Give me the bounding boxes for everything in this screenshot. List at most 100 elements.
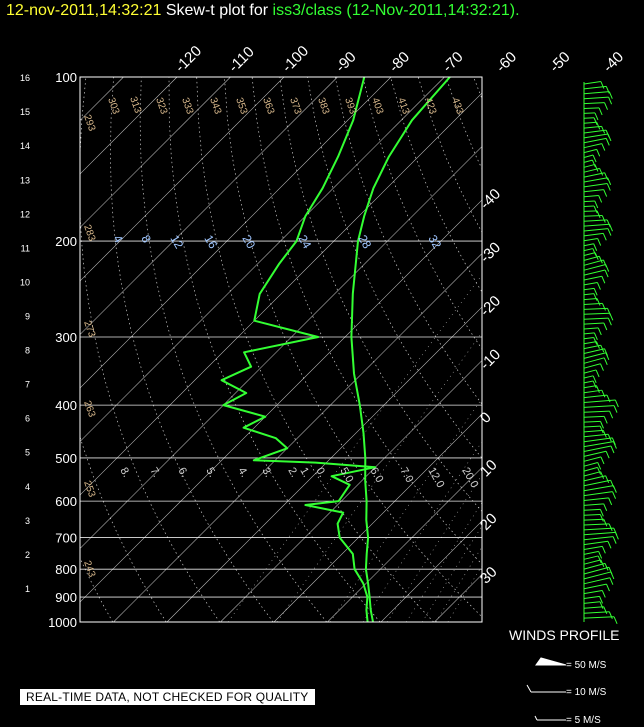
dry-adiabat — [390, 77, 482, 293]
dry-adiabat — [307, 77, 482, 459]
wind-barb-flag — [597, 238, 602, 246]
wind-barb-flag — [603, 606, 608, 614]
wind-barb-flag — [602, 430, 607, 438]
dry-adiabat — [417, 77, 482, 234]
mixing-ratio-line — [447, 565, 482, 622]
moist-adiabat-label: 5. — [203, 466, 218, 480]
mixing-ratio-line — [277, 331, 482, 622]
wind-barb-flag — [594, 200, 599, 209]
right-temperature-label: 20 — [477, 510, 501, 534]
plot-area — [80, 77, 644, 622]
height-tick-label: 4 — [25, 482, 30, 492]
wind-barb-flag — [593, 288, 598, 296]
wind-barb-flag — [610, 445, 615, 454]
wind-barb — [583, 238, 598, 242]
wind-barb-flag — [601, 276, 606, 284]
wind-barb — [583, 275, 602, 281]
wind-barb-flag — [605, 352, 610, 360]
wind-barb — [583, 503, 604, 506]
top-temperature-label: -110 — [225, 43, 257, 75]
wind-barb — [583, 583, 607, 590]
wind-barb-flag — [594, 164, 599, 172]
mixing-ratio-label: 4 — [110, 233, 126, 246]
wind-barb-flag — [605, 86, 610, 94]
wind-barb-flag — [609, 313, 614, 321]
height-tick-label: 8 — [25, 346, 30, 356]
wind-barb-flag — [608, 91, 613, 99]
wind-legend-10: = 10 M/S — [566, 687, 607, 698]
dry-adiabat — [80, 77, 220, 622]
wind-barb-flag — [604, 102, 608, 110]
wind-barb — [583, 293, 594, 296]
wind-barb — [583, 437, 613, 443]
wind-barb — [583, 606, 604, 609]
wind-barb-flag — [609, 410, 614, 419]
wind-barb-flag — [597, 467, 602, 475]
wind-barb — [583, 380, 594, 384]
right-temperature-label: -20 — [477, 292, 504, 319]
wind-barb — [583, 344, 601, 350]
wind-barb-flag — [607, 228, 612, 236]
top-temperature-label: -90 — [332, 48, 359, 75]
wind-barb-flag — [604, 269, 609, 278]
wind-barb-flag — [606, 183, 611, 191]
wind-barb — [583, 352, 606, 359]
dry-adiabat — [473, 77, 482, 100]
wind-barb-flag — [598, 107, 603, 116]
wind-barb-flag — [603, 503, 608, 512]
dry-adiabat — [279, 77, 482, 513]
wind-barb — [583, 125, 602, 129]
wind-barb-flag — [600, 421, 604, 429]
wind-barb-flag — [599, 425, 604, 434]
wind-barb-flag — [596, 385, 600, 393]
dry-adiabat-label: 333 — [179, 96, 195, 116]
height-tick-label: 7 — [25, 380, 30, 390]
chart-title: 12-nov-2011,14:32:21 Skew-t plot for iss… — [6, 2, 520, 20]
isotherm-line — [80, 77, 285, 282]
height-tick-label: 12 — [20, 209, 30, 219]
height-tick-label: 5 — [25, 448, 30, 458]
height-tick-label: 9 — [25, 311, 30, 321]
mixing-ratio-label: 16 — [201, 233, 220, 252]
wind-barb — [583, 154, 594, 158]
right-temperature-label: 0 — [477, 409, 495, 427]
dry-adiabat-label: 293 — [81, 113, 97, 133]
wind-barb — [583, 357, 605, 364]
pressure-tick-label: 700 — [55, 531, 77, 546]
wind-barb-flag — [603, 189, 608, 197]
moist-adiabat-label: 7. — [147, 466, 162, 480]
wind-barb-flag — [598, 551, 603, 559]
wind-barb-flag — [594, 252, 599, 260]
wind-barb — [583, 183, 608, 188]
wind-barb-flag — [608, 523, 613, 532]
right-temperature-label: 10 — [477, 457, 501, 481]
wind-barb-flag — [613, 405, 618, 413]
title-suffix: . — [515, 2, 520, 19]
wind-legend-5: = 5 M/S — [566, 715, 601, 726]
dry-adiabat — [139, 77, 327, 622]
mixing-ratio-line — [406, 501, 482, 622]
title-prefix: Skew-t plot for — [165, 2, 273, 19]
wind-barb-flag — [593, 205, 598, 214]
moist-adiabat-label: 1. — [297, 466, 312, 480]
mixing-ratio-label: 32 — [425, 233, 444, 252]
wind-barb-flag — [612, 536, 617, 544]
height-tick-label: 11 — [21, 243, 30, 253]
wind-barb — [583, 129, 607, 134]
wind-barb — [583, 475, 606, 482]
temperature-profile — [350, 77, 451, 622]
wind-barb — [583, 550, 599, 555]
wind-barb — [583, 336, 594, 340]
wind-barb-flag — [597, 555, 602, 564]
wind-barb — [583, 518, 604, 521]
wind-barb-flag — [605, 138, 610, 146]
wind-barb — [583, 566, 610, 575]
isotherm-line — [80, 146, 482, 549]
mixing-ratio-label: 20 — [239, 233, 258, 252]
moist-adiabat-label: 12.0 — [425, 466, 446, 491]
wind-barb — [583, 479, 611, 487]
dry-adiabat-label: 323 — [153, 96, 169, 116]
dry-adiabat — [640, 77, 644, 622]
wind-barb — [583, 189, 604, 193]
dry-adiabat-label: 243 — [81, 559, 97, 579]
